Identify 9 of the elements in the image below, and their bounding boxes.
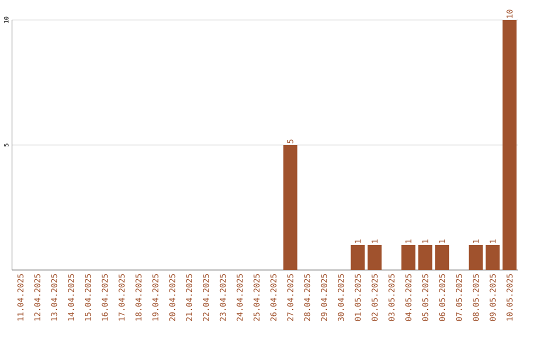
- bar: [401, 245, 416, 270]
- bar: [350, 245, 365, 270]
- bar: [283, 145, 298, 270]
- bar: [435, 245, 450, 270]
- bar: [418, 245, 432, 270]
- bar: [486, 245, 500, 270]
- bar: [468, 245, 483, 270]
- bar: [502, 20, 517, 270]
- bar: [368, 245, 382, 270]
